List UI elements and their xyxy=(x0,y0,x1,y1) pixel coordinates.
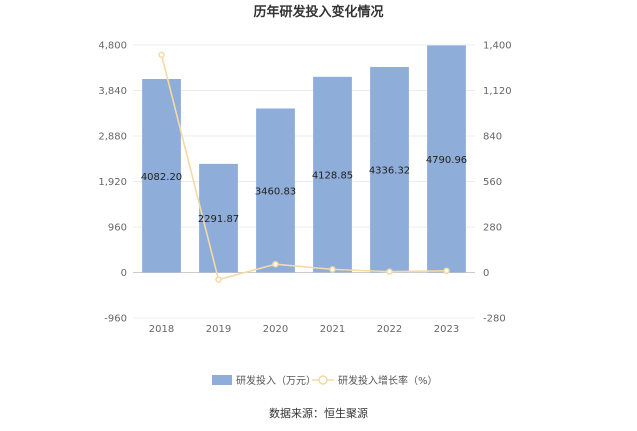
right-tick-label: 1,120 xyxy=(483,86,512,97)
left-tick-label: 4,800 xyxy=(98,41,127,52)
x-tick-label: 2019 xyxy=(206,324,231,335)
bar xyxy=(370,66,409,273)
left-tick-label: -960 xyxy=(104,314,127,325)
right-tick-label: 280 xyxy=(483,223,502,234)
right-tick-label: -280 xyxy=(483,314,506,325)
legend-label-bar: 研发投入（万元） xyxy=(236,374,316,387)
x-tick-label: 2018 xyxy=(149,324,174,335)
bars xyxy=(142,45,466,273)
x-tick-label: 2021 xyxy=(320,324,345,335)
left-tick-label: 960 xyxy=(108,223,127,234)
legend: 研发投入（万元） 研发投入增长率（%） xyxy=(212,374,438,387)
growth-point xyxy=(215,276,222,283)
left-tick-label: 0 xyxy=(121,268,127,279)
bar xyxy=(427,45,466,273)
right-tick-label: 840 xyxy=(483,132,502,143)
legend-marker-line xyxy=(318,375,328,385)
data-source: 数据来源：恒生聚源 xyxy=(269,406,368,420)
growth-line xyxy=(158,51,450,283)
bar-value-label: 4790.96 xyxy=(426,155,467,166)
bar-labels: 4082.20 2291.87 3460.83 4128.85 4336.32 4790.… xyxy=(141,155,467,225)
growth-point xyxy=(443,267,450,275)
legend-label-line: 研发投入增长率（%） xyxy=(338,374,438,387)
bar xyxy=(256,108,295,273)
legend-swatch-bar xyxy=(212,375,232,385)
x-tick-label: 2023 xyxy=(434,324,459,335)
bar xyxy=(313,76,352,273)
left-tick-label: 2,880 xyxy=(98,132,127,143)
bar-value-label: 2291.87 xyxy=(198,214,239,225)
right-tick-label: 0 xyxy=(483,268,489,279)
grid xyxy=(133,44,475,319)
chart-title: 历年研发投入变化情况 xyxy=(253,4,383,20)
bar-value-label: 4128.85 xyxy=(312,171,353,182)
growth-point xyxy=(329,266,336,273)
growth-point xyxy=(386,268,393,275)
bar-value-label: 4082.20 xyxy=(141,172,182,183)
bar-value-label: 4336.32 xyxy=(369,166,410,177)
growth-line-path xyxy=(160,54,447,281)
x-tick-label: 2022 xyxy=(377,324,402,335)
x-axis: 2018 2019 2020 2021 2022 2023 xyxy=(149,324,459,335)
bar-value-label: 3460.83 xyxy=(255,186,296,197)
left-axis: -960 0 960 1,920 2,880 3,840 4,800 xyxy=(98,41,127,325)
left-tick-label: 1,920 xyxy=(98,177,127,188)
right-axis: -280 0 280 560 840 1,120 1,400 xyxy=(483,41,512,325)
bar xyxy=(199,163,238,273)
right-tick-label: 560 xyxy=(483,177,502,188)
growth-point xyxy=(158,51,165,58)
bar xyxy=(142,79,181,273)
right-tick-label: 1,400 xyxy=(483,41,512,52)
growth-point xyxy=(272,260,279,268)
left-tick-label: 3,840 xyxy=(98,86,127,97)
x-tick-label: 2020 xyxy=(263,324,288,335)
